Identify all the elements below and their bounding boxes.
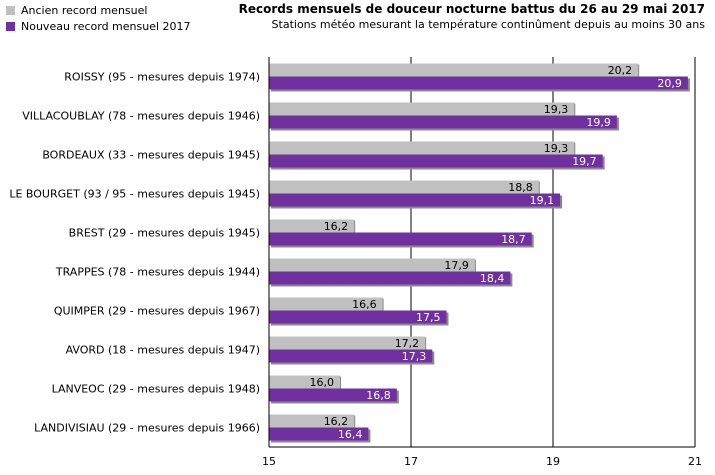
bar-old-3 bbox=[269, 180, 539, 194]
chart-subtitle: Stations météo mesurant la température c… bbox=[271, 18, 705, 31]
data-label-old-5: 17,9 bbox=[444, 259, 469, 272]
data-label-new-6: 17,5 bbox=[416, 311, 441, 324]
data-label-old-9: 16,2 bbox=[324, 415, 349, 428]
data-label-new-8: 16,8 bbox=[366, 389, 391, 402]
data-label-old-0: 20,2 bbox=[608, 64, 633, 77]
bar-new-4 bbox=[269, 232, 532, 246]
category-label-3: LE BOURGET (93 / 95 - mesures depuis 194… bbox=[9, 188, 260, 201]
bar-old-5 bbox=[269, 258, 475, 272]
bar-new-9 bbox=[269, 427, 369, 441]
bar-new-3 bbox=[269, 193, 561, 207]
legend-item-old-record: Ancien record mensuel bbox=[6, 2, 191, 18]
x-tick-label-3: 21 bbox=[688, 455, 702, 468]
bar-old-6 bbox=[269, 297, 383, 311]
data-label-old-7: 17,2 bbox=[395, 337, 420, 350]
bar-new-0 bbox=[269, 76, 688, 90]
chart-titles: Records mensuels de douceur nocturne bat… bbox=[239, 2, 705, 32]
data-label-old-2: 19,3 bbox=[544, 142, 569, 155]
bar-new-2 bbox=[269, 154, 603, 168]
data-label-new-4: 18,7 bbox=[501, 233, 526, 246]
bar-old-2 bbox=[269, 141, 575, 155]
category-label-8: LANVEOC (29 - mesures depuis 1948) bbox=[52, 383, 260, 396]
data-label-old-1: 19,3 bbox=[544, 103, 569, 116]
legend-swatch-old-record bbox=[6, 5, 15, 15]
category-label-5: TRAPPES (78 - mesures depuis 1944) bbox=[55, 266, 260, 279]
bar-new-7 bbox=[269, 349, 433, 363]
legend: Ancien record mensuel Nouveau record men… bbox=[6, 2, 191, 34]
bar-old-8 bbox=[269, 375, 340, 389]
data-label-new-9: 16,4 bbox=[338, 428, 363, 441]
data-label-new-3: 19,1 bbox=[530, 194, 555, 207]
x-tick-label-0: 15 bbox=[262, 455, 276, 468]
legend-item-new-record: Nouveau record mensuel 2017 bbox=[6, 18, 191, 34]
bar-new-6 bbox=[269, 310, 447, 324]
data-label-old-8: 16,0 bbox=[310, 376, 335, 389]
bar-new-8 bbox=[269, 388, 397, 402]
data-label-new-1: 19,9 bbox=[586, 116, 611, 129]
legend-label-new-record: Nouveau record mensuel 2017 bbox=[21, 19, 191, 33]
data-label-new-2: 19,7 bbox=[572, 155, 597, 168]
category-label-6: QUIMPER (29 - mesures depuis 1967) bbox=[54, 305, 260, 318]
bar-new-5 bbox=[269, 271, 511, 285]
bar-old-7 bbox=[269, 336, 426, 350]
category-label-4: BREST (29 - mesures depuis 1945) bbox=[69, 227, 260, 240]
data-label-old-4: 16,2 bbox=[324, 220, 349, 233]
category-label-9: LANDIVISIAU (29 - mesures depuis 1966) bbox=[34, 422, 260, 435]
bar-old-4 bbox=[269, 219, 355, 233]
category-label-2: BORDEAUX (33 - mesures depuis 1945) bbox=[42, 149, 260, 162]
chart-title: Records mensuels de douceur nocturne bat… bbox=[238, 2, 705, 16]
data-label-new-0: 20,9 bbox=[657, 77, 682, 90]
category-label-1: VILLACOUBLAY (78 - mesures depuis 1946) bbox=[22, 110, 260, 123]
x-tick-label-2: 19 bbox=[546, 455, 560, 468]
bar-old-9 bbox=[269, 414, 355, 428]
category-label-0: ROISSY (95 - mesures depuis 1974) bbox=[64, 71, 260, 84]
data-label-old-3: 18,8 bbox=[508, 181, 533, 194]
legend-label-old-record: Ancien record mensuel bbox=[21, 3, 148, 17]
bar-new-1 bbox=[269, 115, 617, 129]
bar-old-0 bbox=[269, 63, 639, 77]
legend-swatch-new-record bbox=[6, 21, 15, 31]
x-tick-label-1: 17 bbox=[404, 455, 418, 468]
data-label-new-5: 18,4 bbox=[480, 272, 505, 285]
bar-old-1 bbox=[269, 102, 575, 116]
data-label-old-6: 16,6 bbox=[352, 298, 377, 311]
data-label-new-7: 17,3 bbox=[402, 350, 427, 363]
category-label-7: AVORD (18 - mesures depuis 1947) bbox=[66, 344, 260, 357]
